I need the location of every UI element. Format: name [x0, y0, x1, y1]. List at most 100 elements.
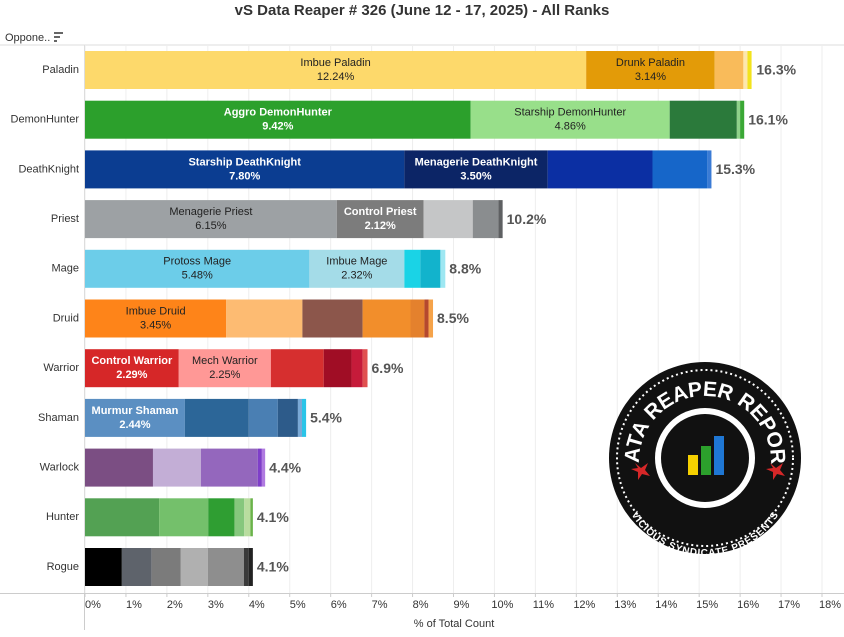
row-label: Hunter [46, 511, 79, 523]
total-label: 15.3% [715, 161, 755, 177]
x-tick-label: 6% [331, 599, 347, 611]
row-label: DemonHunter [11, 114, 80, 126]
bar-segment [250, 498, 253, 537]
segment-name: Aggro DemonHunter [224, 107, 333, 119]
segment-value: 3.50% [460, 170, 491, 182]
segment-value: 3.14% [635, 71, 666, 83]
bar-segment [207, 548, 244, 586]
segment-name: Starship DeathKnight [188, 156, 301, 168]
segment-value: 2.25% [209, 369, 240, 381]
logo-icon [688, 455, 698, 475]
bar-segment [178, 349, 271, 388]
x-tick-label: 13% [614, 599, 636, 611]
logo-star [631, 463, 650, 480]
segment-name: Menagerie Priest [169, 206, 252, 218]
bar-segment [85, 299, 227, 338]
bar-segment [420, 249, 441, 288]
bar-segment [248, 548, 253, 586]
bar-segment [277, 398, 298, 437]
bar-segment [652, 150, 708, 189]
x-tick-label: 4% [249, 599, 265, 611]
bar-segment [498, 200, 503, 239]
segment-value: 6.15% [195, 220, 226, 232]
bar-segment [85, 498, 160, 537]
bar-segment [472, 200, 499, 239]
segment-name: Protoss Mage [163, 256, 231, 268]
segment-value: 5.48% [182, 270, 213, 282]
row-label: Shaman [38, 412, 79, 424]
segment-value: 3.45% [140, 319, 171, 331]
total-label: 4.1% [257, 509, 289, 525]
x-tick-label: 3% [208, 599, 224, 611]
bar-segment [302, 299, 363, 338]
bar-segment [669, 100, 737, 139]
x-tick-label: 1% [126, 599, 142, 611]
segment-value: 2.12% [365, 220, 396, 232]
segment-name: Imbue Mage [326, 256, 387, 268]
row-label: Warlock [40, 462, 80, 474]
segment-name: Imbue Paladin [300, 57, 370, 69]
bar-segment [428, 299, 434, 338]
bar-segment [743, 51, 748, 89]
row-label: DeathKnight [18, 163, 79, 175]
x-tick-label: 12% [573, 599, 595, 611]
bar-segment [85, 398, 185, 437]
segment-name: Murmur Shaman [92, 405, 179, 417]
segment-value: 7.80% [229, 170, 260, 182]
bar-segment [747, 51, 752, 89]
x-tick-label: 10% [491, 599, 513, 611]
bar-segment [180, 548, 208, 586]
bar-segment [257, 448, 262, 487]
row-header: Oppone.. [5, 32, 50, 44]
row-label: Rogue [47, 561, 79, 573]
segment-value: 2.44% [119, 419, 150, 431]
total-label: 4.1% [257, 559, 289, 575]
segment-value: 2.32% [341, 270, 372, 282]
bar-segment [85, 448, 153, 487]
bar-segment [547, 150, 653, 189]
segment-value: 2.29% [116, 369, 147, 381]
segment-name: Control Priest [344, 206, 417, 218]
bar-segment [85, 349, 179, 388]
bar-segment [121, 548, 152, 586]
bar-segment [714, 51, 744, 89]
total-label: 5.4% [310, 410, 342, 426]
bar-segment [85, 200, 337, 239]
row-label: Paladin [42, 64, 79, 76]
x-tick-label: 9% [454, 599, 470, 611]
x-tick-label: 0% [85, 599, 101, 611]
bar-segment [184, 398, 249, 437]
bar-segment [248, 398, 278, 437]
bar-segment [200, 448, 258, 487]
x-axis-title: % of Total Count [414, 618, 495, 630]
total-label: 10.2% [507, 211, 547, 227]
chart-title: vS Data Reaper # 326 (June 12 - 17, 2025… [235, 2, 610, 19]
sort-icon[interactable] [54, 32, 63, 42]
row-label: Mage [51, 263, 79, 275]
bar-segment [85, 100, 471, 139]
bar-segment [404, 150, 548, 189]
bar-segment [323, 349, 352, 388]
x-tick-label: 17% [778, 599, 800, 611]
x-tick-label: 18% [819, 599, 841, 611]
logo-icon [701, 446, 711, 475]
bar-segment [470, 100, 670, 139]
segment-name: Mech Warrior [192, 355, 258, 367]
bar-segment [424, 299, 429, 338]
logo-icon [714, 436, 724, 475]
segment-value: 12.24% [317, 71, 355, 83]
x-tick-label: 16% [737, 599, 759, 611]
bar-segment [244, 498, 251, 537]
segment-name: Control Warrior [91, 355, 173, 367]
bar-segment [152, 448, 201, 487]
logo-star [766, 463, 785, 480]
bar-segment [410, 299, 425, 338]
total-label: 8.5% [437, 310, 469, 326]
bar-segment [85, 51, 587, 89]
bar-segment [586, 51, 715, 89]
segment-name: Menagerie DeathKnight [415, 156, 538, 168]
bar-segment [243, 548, 249, 586]
x-tick-label: 15% [696, 599, 718, 611]
segment-value: 9.42% [262, 121, 293, 133]
bar-segment [423, 200, 473, 239]
